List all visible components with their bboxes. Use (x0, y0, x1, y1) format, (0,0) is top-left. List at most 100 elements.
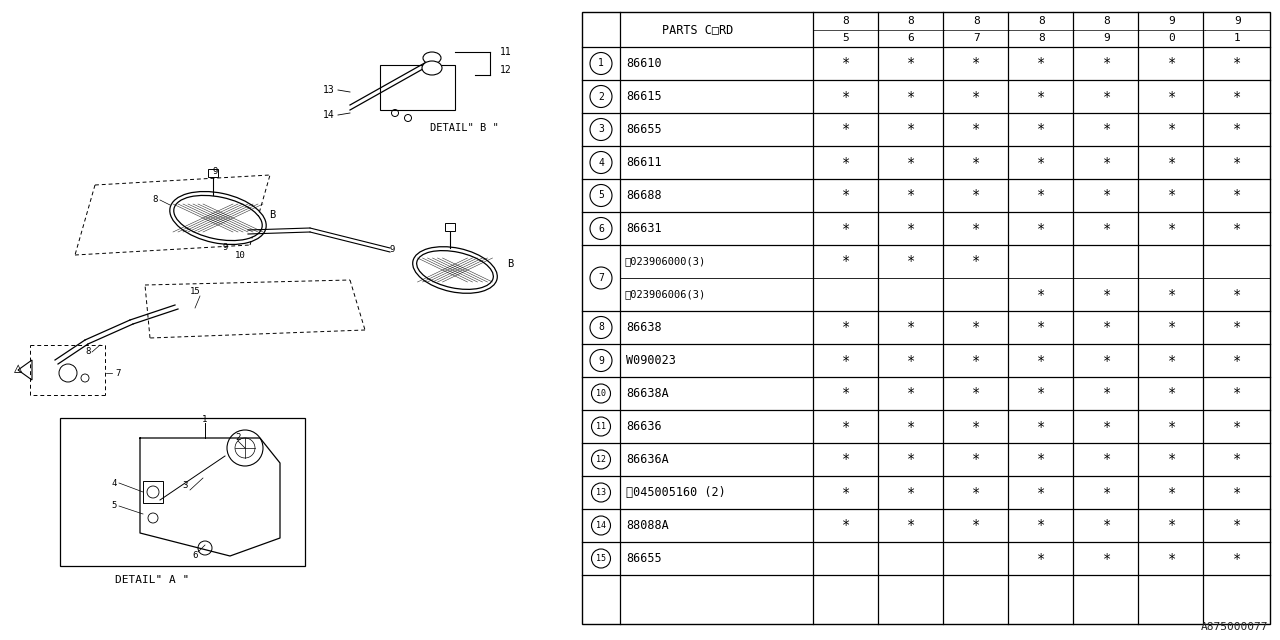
Text: *: * (1233, 156, 1242, 170)
Text: 86636A: 86636A (626, 453, 668, 466)
Text: *: * (1233, 452, 1242, 467)
Text: *: * (1167, 90, 1176, 104)
Text: 15: 15 (596, 554, 605, 563)
Text: *: * (1167, 221, 1176, 236)
Ellipse shape (422, 52, 442, 64)
Ellipse shape (412, 246, 498, 293)
Text: 86611: 86611 (626, 156, 662, 169)
Text: *: * (841, 189, 850, 202)
Text: 13: 13 (324, 85, 335, 95)
Text: *: * (1037, 518, 1046, 532)
Text: 7: 7 (115, 369, 120, 378)
Text: *: * (1167, 321, 1176, 335)
Ellipse shape (174, 195, 262, 241)
Circle shape (591, 417, 611, 436)
Text: *: * (1167, 189, 1176, 202)
Text: 1: 1 (1234, 33, 1240, 44)
Text: 6: 6 (192, 552, 197, 561)
Text: *: * (906, 419, 915, 433)
Text: *: * (1233, 189, 1242, 202)
Text: 88088A: 88088A (626, 519, 668, 532)
Circle shape (590, 52, 612, 74)
Text: 8: 8 (908, 16, 914, 26)
Text: *: * (1037, 452, 1046, 467)
Text: 8: 8 (1038, 16, 1044, 26)
Circle shape (590, 152, 612, 173)
Text: 9: 9 (212, 168, 218, 177)
Text: W090023: W090023 (626, 354, 676, 367)
Text: *: * (906, 122, 915, 136)
Text: 8: 8 (842, 16, 849, 26)
Text: *: * (1102, 56, 1111, 70)
Text: 14: 14 (324, 110, 335, 120)
Text: *: * (972, 419, 980, 433)
Text: *: * (841, 255, 850, 269)
Circle shape (591, 483, 611, 502)
Text: *: * (906, 221, 915, 236)
Text: *: * (841, 486, 850, 499)
Text: *: * (841, 387, 850, 401)
Bar (60, 418, 305, 566)
Text: *: * (1233, 56, 1242, 70)
Text: 6: 6 (908, 33, 914, 44)
Text: B: B (507, 259, 513, 269)
Text: 8: 8 (1103, 16, 1110, 26)
Text: *: * (841, 321, 850, 335)
Text: 6: 6 (598, 223, 604, 234)
Text: *: * (1102, 552, 1111, 566)
Text: *: * (1037, 287, 1046, 301)
Text: 10: 10 (596, 389, 605, 398)
Text: 86615: 86615 (626, 90, 662, 103)
Text: 86655: 86655 (626, 552, 662, 565)
Text: *: * (1233, 387, 1242, 401)
Text: *: * (841, 353, 850, 367)
Bar (582, 12, 1270, 624)
Text: *: * (1102, 189, 1111, 202)
Text: 9: 9 (1169, 16, 1175, 26)
Text: *: * (1102, 221, 1111, 236)
Text: *: * (906, 321, 915, 335)
Circle shape (590, 349, 612, 371)
Text: Ⓢ045005160 (2): Ⓢ045005160 (2) (626, 486, 726, 499)
Text: 86636: 86636 (626, 420, 662, 433)
Bar (207, 169, 218, 177)
Text: *: * (906, 156, 915, 170)
Circle shape (590, 317, 612, 339)
Text: *: * (1167, 56, 1176, 70)
Text: *: * (1102, 387, 1111, 401)
Text: 3: 3 (182, 481, 188, 490)
Text: *: * (1102, 419, 1111, 433)
Text: 7: 7 (973, 33, 979, 44)
Text: *: * (1102, 486, 1111, 499)
Text: *: * (1037, 552, 1046, 566)
Text: A875000077: A875000077 (1201, 622, 1268, 632)
Text: 9: 9 (389, 246, 394, 255)
Text: *: * (906, 518, 915, 532)
Text: *: * (1102, 156, 1111, 170)
Text: 8: 8 (86, 348, 91, 356)
Text: *: * (1037, 353, 1046, 367)
Text: *: * (1037, 56, 1046, 70)
Text: 86631: 86631 (626, 222, 662, 235)
Text: *: * (841, 90, 850, 104)
Text: *: * (1167, 552, 1176, 566)
Text: *: * (972, 387, 980, 401)
Text: *: * (906, 56, 915, 70)
Text: 15: 15 (189, 287, 201, 296)
Circle shape (590, 86, 612, 108)
Text: 5: 5 (598, 191, 604, 200)
Text: *: * (1233, 552, 1242, 566)
Text: B: B (269, 210, 275, 220)
Text: PARTS C□RD: PARTS C□RD (662, 23, 733, 36)
Text: 5: 5 (842, 33, 849, 44)
Text: *: * (1233, 518, 1242, 532)
Circle shape (590, 184, 612, 207)
Text: *: * (972, 56, 980, 70)
Text: *: * (906, 255, 915, 269)
Text: *: * (1167, 353, 1176, 367)
Text: *: * (1102, 518, 1111, 532)
Text: 1: 1 (598, 58, 604, 68)
Ellipse shape (417, 251, 493, 289)
Text: 10: 10 (234, 250, 246, 259)
Circle shape (591, 384, 611, 403)
